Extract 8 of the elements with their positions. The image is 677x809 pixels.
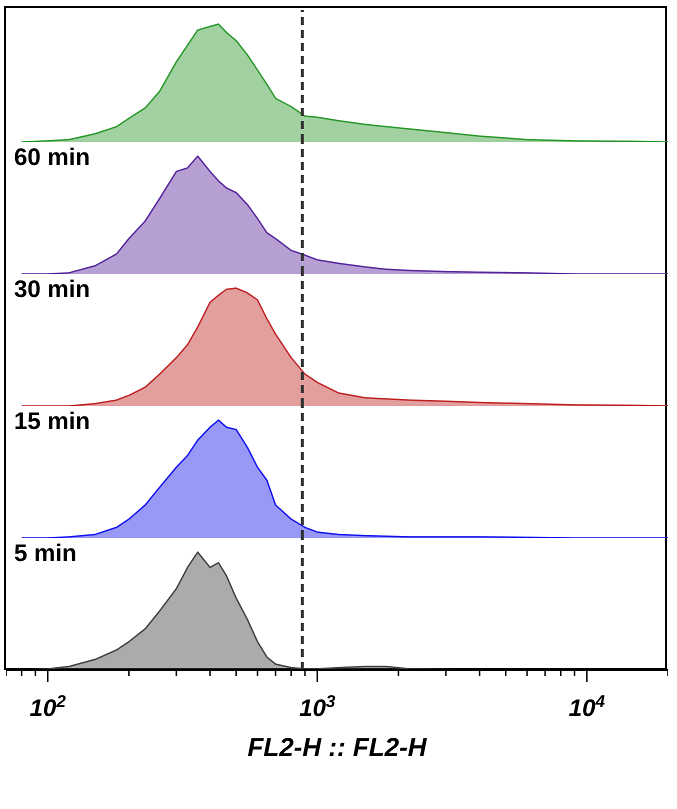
annotation: 15 min [14,408,90,436]
annotation: 5 min [14,540,77,568]
x-axis-title: FL2-H :: FL2-H [246,732,428,763]
annotation: 60 min [14,144,90,172]
x-tick-label: 10$^{3}$ [299,692,336,722]
x-tick-label: 10$^{2}$ [30,692,66,722]
annotation: 30 min [14,276,90,304]
x-tick-label: 10$^{4}$ [568,692,606,722]
